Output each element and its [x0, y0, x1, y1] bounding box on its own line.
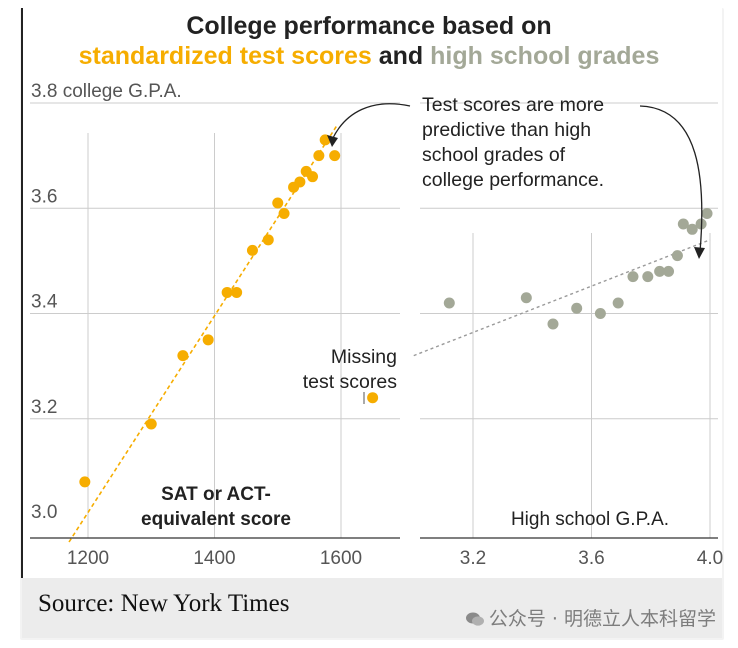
- y-tick-label-3.8: 3.8 college G.P.A.: [31, 81, 182, 102]
- sat-x-tick-label-1600: 1600: [320, 548, 362, 569]
- callout-arrow-hs: [639, 105, 703, 253]
- hs-point-10: [671, 250, 683, 262]
- sat-axis-label-line-2: equivalent score: [141, 509, 291, 530]
- subtitle-and-text: and: [378, 42, 424, 70]
- sat-point-9: [278, 208, 290, 220]
- missing-label-line-1: Missing: [331, 346, 397, 368]
- trend-layer: [68, 123, 711, 543]
- sat-point-14: [313, 150, 325, 162]
- sat-point-8: [272, 197, 284, 209]
- subtitle-hs-text: high school grades: [430, 42, 660, 70]
- hs-point-8: [654, 265, 666, 277]
- callout-text: Test scores are more predictive than hig…: [422, 94, 604, 191]
- axis-layer: 3.0 3.2 3.4 3.6 3.8 college G.P.A. 1200 1400 16…: [21, 8, 723, 578]
- hs-point-3: [571, 302, 583, 314]
- hs-point-5: [612, 297, 624, 309]
- hs-point-11: [677, 218, 689, 230]
- sat-point-11: [294, 176, 306, 188]
- hs-x-tick-label-3.2: 3.2: [460, 548, 486, 569]
- hs-x-tick-label-4: 4.0: [697, 548, 723, 569]
- sat-point-7: [262, 234, 274, 246]
- subtitle-sat-text: standardized test scores: [78, 42, 372, 70]
- sat-point-5: [231, 286, 243, 298]
- hs-point-7: [642, 271, 654, 283]
- hs-point-0: [443, 297, 455, 309]
- sat-point-1: [145, 418, 157, 430]
- missing-label-line-2: test scores: [303, 371, 398, 393]
- sat-axis-label-line-1: SAT or ACT-: [161, 484, 271, 505]
- hs-point-1: [520, 292, 532, 304]
- sat-point-4: [221, 286, 233, 298]
- footer: [22, 578, 722, 638]
- sat-point-16: [329, 150, 341, 162]
- hs-point-6: [627, 271, 639, 283]
- grid-layer: [30, 102, 718, 538]
- callout-line-2: predictive than high: [422, 119, 591, 141]
- callout-line-3: school grades of: [422, 144, 566, 166]
- point-layer: [79, 134, 713, 488]
- hs-trend-line: [413, 239, 711, 357]
- sat-point-3: [202, 334, 214, 346]
- y-tick-label-3.6: 3.6: [31, 186, 57, 207]
- callout-arrowhead-hs: [694, 247, 705, 259]
- hs-point-9: [663, 265, 675, 277]
- missing-label: Missing test scores: [303, 346, 398, 393]
- callout-line-4: college performance.: [422, 169, 604, 191]
- chart-title: College performance based on: [186, 12, 552, 40]
- sat-point-0: [79, 476, 91, 488]
- sat-point-6: [246, 244, 258, 256]
- hs-point-12: [686, 223, 698, 235]
- watermark-text: 公众号 · 明德立人本科留学: [488, 608, 716, 630]
- watermark: 公众号 · 明德立人本科留学: [465, 604, 716, 631]
- callout-arrowhead-sat: [327, 135, 338, 147]
- hs-point-14: [701, 208, 713, 220]
- hs-axis-label: High school G.P.A.: [511, 509, 669, 530]
- hs-x-tick-label-3.6: 3.6: [578, 548, 604, 569]
- y-tick-label-3.2: 3.2: [31, 397, 57, 418]
- sat-point-13: [307, 171, 319, 183]
- y-tick-label-3.4: 3.4: [31, 292, 58, 313]
- source-text: Source: New York Times: [38, 590, 290, 617]
- chart-subtitle: standardized test scores and high school…: [0, 42, 738, 71]
- sat-trend-line: [68, 123, 339, 543]
- missing-point: [367, 392, 379, 404]
- sat-x-tick-label-1200: 1200: [67, 548, 109, 569]
- sat-axis-label: SAT or ACT- equivalent score: [141, 484, 291, 530]
- sat-x-tick-label-1400: 1400: [193, 548, 235, 569]
- hs-point-2: [547, 318, 559, 330]
- y-tick-label-3: 3.0: [31, 502, 57, 523]
- sat-point-2: [177, 350, 189, 362]
- callout-line-1: Test scores are more: [422, 94, 604, 116]
- callout-arrow-sat: [331, 103, 411, 141]
- wechat-icon: [465, 612, 484, 626]
- hs-point-4: [594, 308, 606, 319]
